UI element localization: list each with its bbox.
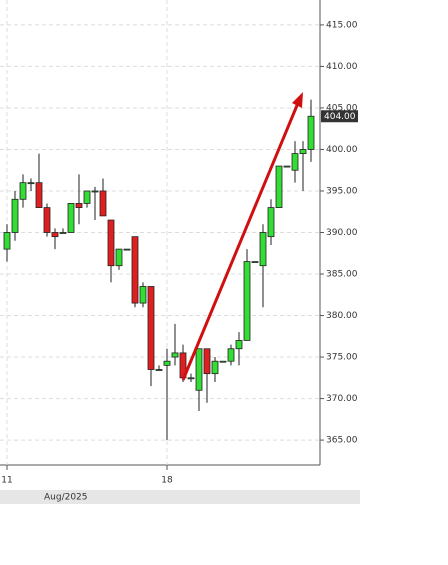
candle-body [75, 203, 83, 208]
candle-body [19, 182, 27, 200]
candle-body [83, 190, 91, 204]
candle-body [155, 369, 163, 371]
candle-body [3, 232, 11, 250]
y-tick-label: 395.00 [326, 186, 358, 196]
trend-arrow [181, 92, 303, 381]
candle-body [259, 232, 267, 267]
period-label: Aug/2025 [44, 493, 88, 503]
y-tick-label: 375.00 [326, 353, 358, 363]
candle-body [251, 261, 259, 263]
candle-body [227, 348, 235, 362]
candle-body [195, 348, 203, 391]
candle-body [291, 153, 299, 171]
candle-body [43, 207, 51, 233]
candle-body [235, 340, 243, 350]
candle-body [51, 232, 59, 238]
y-tick-label: 390.00 [326, 228, 358, 238]
candle-body [267, 207, 275, 238]
plot-area [0, 0, 320, 465]
candle-body [91, 190, 99, 193]
y-tick-label: 400.00 [326, 145, 358, 155]
y-tick-label: 380.00 [326, 311, 358, 321]
candle-body [123, 248, 131, 251]
candle-body [131, 236, 139, 304]
period-band [0, 490, 360, 504]
candle-body [203, 348, 211, 375]
candle-body [59, 232, 67, 234]
candle-body [67, 203, 75, 233]
y-tick-label: 405.00 [326, 103, 358, 113]
arrow-line [181, 102, 300, 381]
candle-body [99, 190, 107, 217]
candle-body [283, 165, 291, 168]
last-price-box [321, 110, 358, 123]
x-tick-label: 18 [161, 476, 173, 486]
candle-body [107, 219, 115, 267]
y-tick-label: 415.00 [326, 20, 358, 30]
arrow-head [292, 92, 303, 108]
candle-body [115, 248, 123, 267]
candle-body [171, 352, 179, 358]
candle-body [275, 165, 283, 208]
candle-body [219, 360, 227, 363]
x-tick-label: 11 [1, 476, 12, 486]
candle-body [35, 182, 43, 208]
candle-body [187, 377, 195, 380]
candle-body [27, 182, 35, 185]
candle-body [147, 286, 155, 370]
candle-body [163, 360, 171, 366]
candle-body [11, 198, 19, 233]
y-tick-label: 370.00 [326, 394, 358, 404]
candle-body [243, 261, 251, 341]
y-tick-label: 410.00 [326, 62, 358, 72]
candle-body [139, 286, 147, 304]
y-tick-label: 385.00 [326, 270, 358, 280]
last-price-label: 404.00 [324, 112, 356, 122]
candle-body [211, 360, 219, 375]
candle-body [307, 115, 315, 150]
y-tick-label: 365.00 [326, 436, 358, 446]
candle-body [299, 149, 307, 155]
